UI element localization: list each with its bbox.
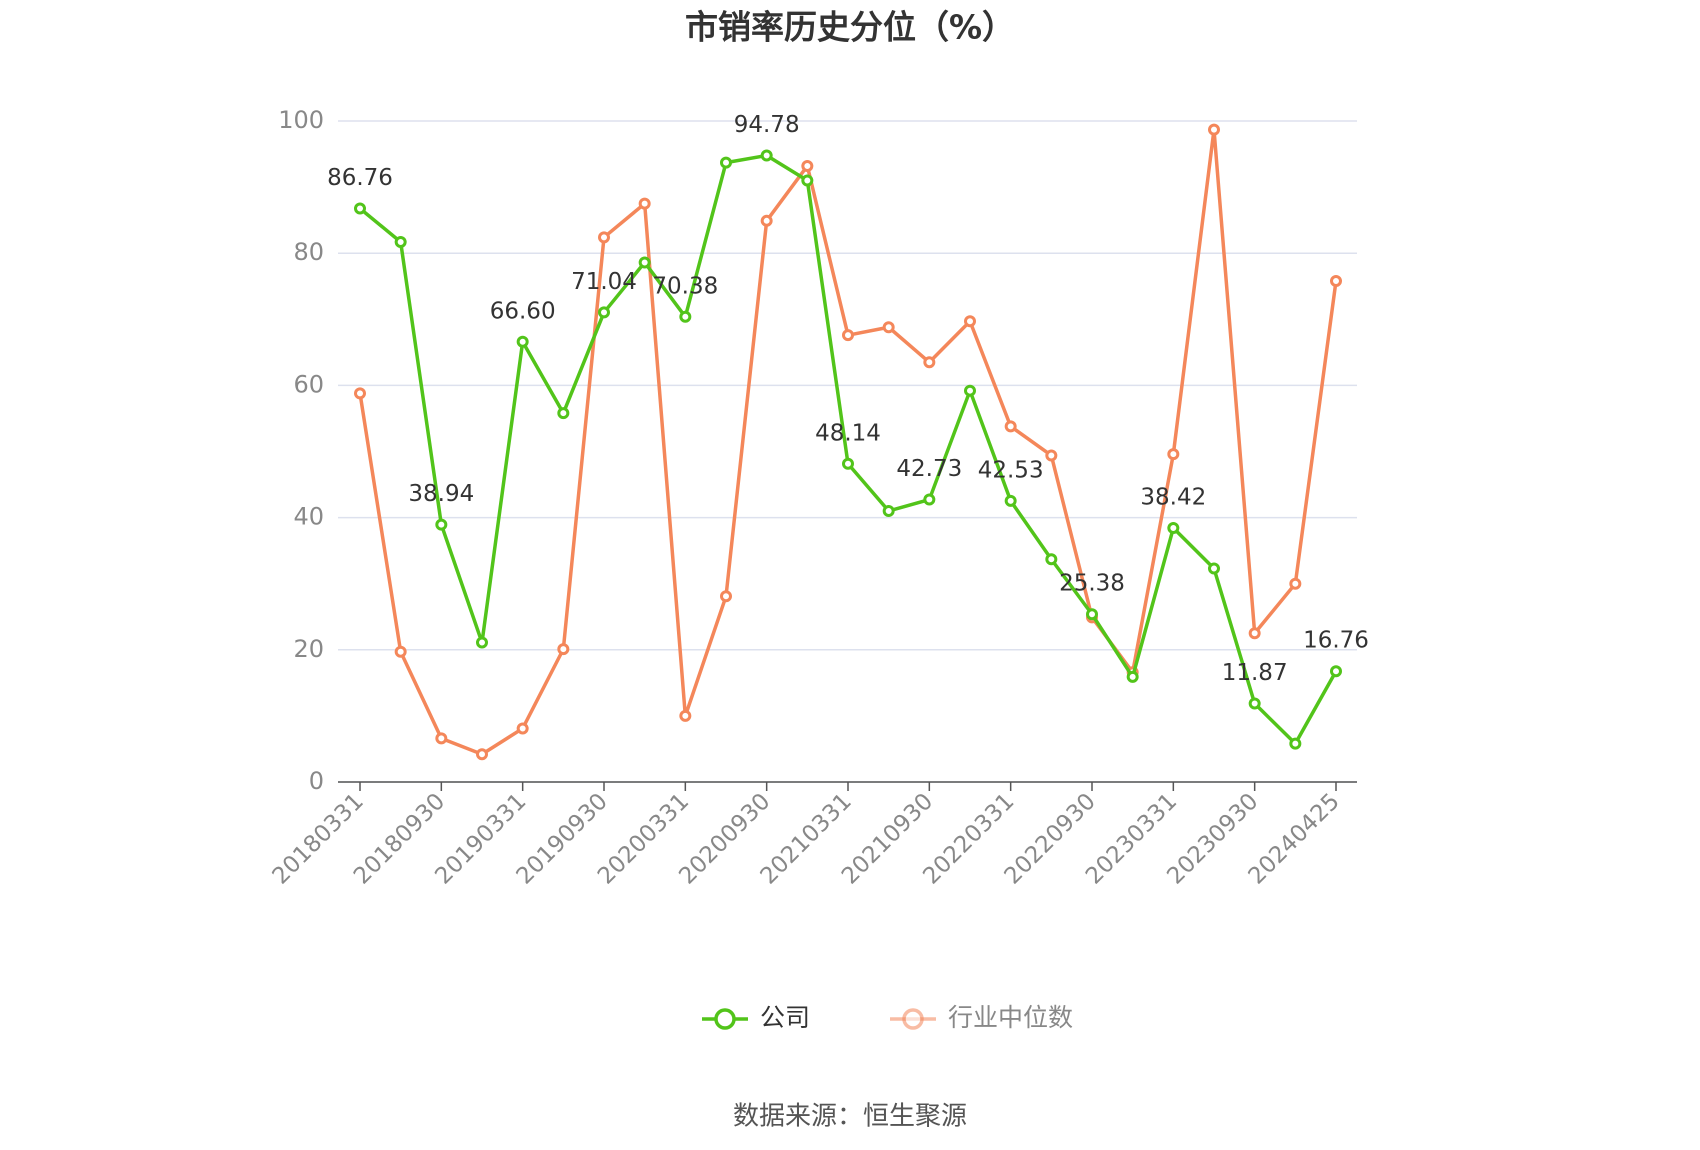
data-label: 16.76 <box>1303 628 1369 654</box>
data-point <box>476 748 488 761</box>
data-point <box>354 387 366 400</box>
data-point <box>516 722 529 735</box>
legend-marker <box>714 1008 736 1030</box>
data-point <box>557 643 570 656</box>
data-label: 42.73 <box>896 456 962 482</box>
data-label: 25.38 <box>1059 571 1125 597</box>
data-point <box>354 202 366 215</box>
data-point <box>1086 608 1098 621</box>
legend-item[interactable]: 公司 <box>702 1003 810 1032</box>
data-point <box>842 329 854 342</box>
data-point <box>882 321 895 334</box>
data-point <box>801 174 814 187</box>
data-point <box>1004 420 1017 433</box>
legend-item[interactable]: 行业中位数 <box>890 1003 1073 1032</box>
data-label: 38.42 <box>1140 485 1206 511</box>
data-label: 38.94 <box>408 481 474 507</box>
y-tick-label: 0 <box>309 767 324 795</box>
data-point <box>1045 449 1058 462</box>
y-tick-label: 100 <box>278 106 324 134</box>
data-point <box>638 197 651 210</box>
data-point <box>476 636 488 649</box>
y-tick-label: 60 <box>293 370 324 398</box>
y-tick-label: 20 <box>293 635 324 663</box>
data-point <box>557 407 570 420</box>
y-tick-label: 40 <box>293 503 324 531</box>
data-point <box>598 306 610 319</box>
y-tick-label: 80 <box>293 238 324 266</box>
legend-marker <box>902 1008 924 1030</box>
chart-title: 市销率历史分位（%） <box>685 8 1015 47</box>
data-label: 71.04 <box>571 269 637 295</box>
data-point <box>1167 522 1180 535</box>
data-label: 11.87 <box>1222 660 1288 686</box>
data-point <box>394 645 407 658</box>
legend-label: 行业中位数 <box>948 1003 1073 1032</box>
data-point <box>964 315 976 328</box>
data-point <box>638 256 651 269</box>
data-point <box>882 504 895 517</box>
data-point <box>1330 665 1342 678</box>
data-point <box>1004 494 1017 507</box>
data-point <box>435 732 448 745</box>
data-label: 86.76 <box>327 165 393 191</box>
data-point <box>760 149 773 162</box>
data-point <box>679 709 692 722</box>
data-point <box>760 214 773 227</box>
data-point <box>801 159 814 172</box>
data-point <box>923 356 936 369</box>
data-point <box>679 310 692 323</box>
data-point <box>720 590 732 603</box>
data-point <box>1126 670 1139 683</box>
legend-label: 公司 <box>760 1003 810 1032</box>
data-point <box>1208 123 1220 136</box>
data-point <box>394 235 407 248</box>
data-point <box>1045 553 1058 566</box>
data-label: 48.14 <box>815 420 881 446</box>
data-label: 42.53 <box>978 457 1044 483</box>
data-point <box>516 335 529 348</box>
data-point <box>923 493 936 506</box>
data-point <box>1167 448 1180 461</box>
data-point <box>598 231 610 244</box>
data-point <box>720 156 732 169</box>
data-point <box>1248 697 1261 710</box>
data-point <box>964 384 976 397</box>
data-point <box>1289 737 1302 750</box>
source: 数据来源：恒生聚源 <box>733 1102 967 1132</box>
data-point <box>1289 577 1302 590</box>
data-point <box>1248 627 1261 640</box>
data-point <box>1330 274 1342 287</box>
data-label: 66.60 <box>490 298 556 324</box>
series-line <box>358 153 1338 746</box>
data-label: 70.38 <box>652 273 718 299</box>
data-point <box>1208 562 1220 575</box>
data-point <box>435 518 448 531</box>
data-point <box>842 457 854 470</box>
data-label: 94.78 <box>734 112 800 138</box>
